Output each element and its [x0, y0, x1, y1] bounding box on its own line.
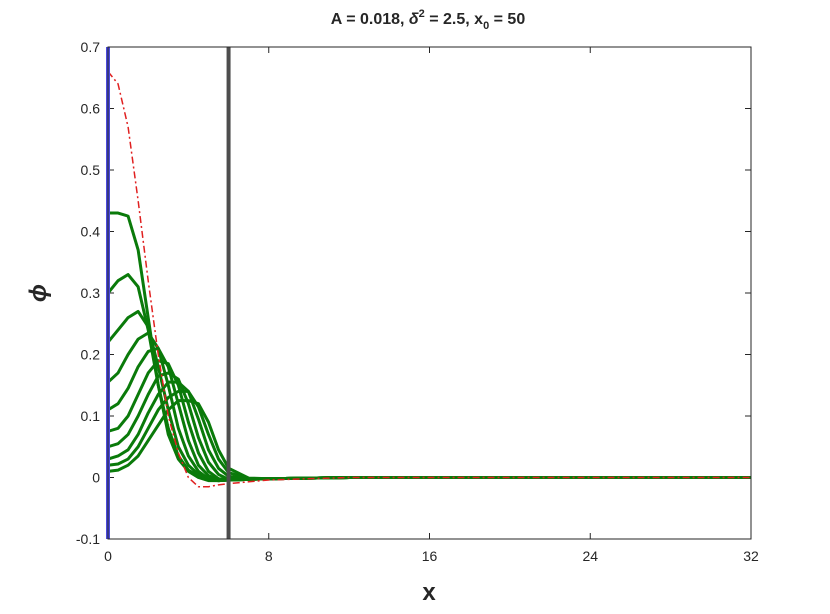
y-tick-label: 0.6	[81, 101, 101, 117]
reference-curve	[107, 71, 751, 488]
y-tick-label: -0.1	[76, 531, 100, 547]
title-part: = 2.5, x	[425, 11, 483, 28]
x-tick-label: 16	[422, 548, 438, 564]
x-tick-label: 32	[743, 548, 759, 564]
y-tick-label: 0.7	[81, 39, 101, 55]
title-part: 0	[483, 20, 489, 32]
title-part: δ	[409, 11, 419, 28]
y-tick-label: 0.4	[81, 224, 101, 240]
title-part: 2	[419, 8, 425, 20]
x-axis-label: x	[422, 579, 436, 606]
title-part: A = 0.018,	[331, 11, 409, 28]
chart-title: A = 0.018, δ2 = 2.5, x0 = 50	[331, 8, 526, 32]
solution-curve	[106, 331, 751, 483]
y-tick-label: 0.1	[81, 408, 101, 424]
x-tick-label: 0	[104, 548, 112, 564]
y-tick-label: 0.3	[81, 285, 101, 301]
x-tick-label: 8	[265, 548, 273, 564]
y-tick-label: 0.2	[81, 347, 101, 363]
y-tick-label: 0.5	[81, 162, 101, 178]
plot-frame	[107, 46, 752, 540]
y-axis-label: ϕ	[25, 284, 52, 302]
x-tick-label: 24	[582, 548, 598, 564]
y-tick-label: 0	[92, 470, 100, 486]
title-part: = 50	[489, 11, 525, 28]
